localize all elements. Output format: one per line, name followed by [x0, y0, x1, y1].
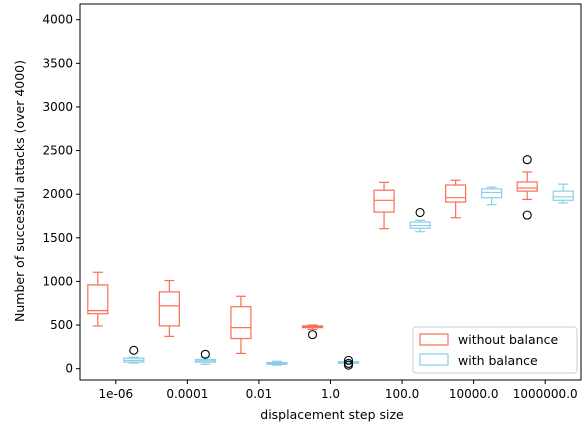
outlier-with-balance: [415, 207, 425, 218]
box-without-balance: [230, 306, 252, 340]
x-tick-label: 1e-06: [98, 387, 133, 401]
x-tick-label: 0.0001: [166, 387, 208, 401]
box-with-balance: [552, 190, 574, 201]
plot-area: 0 500 1000 1500 2000 2500 3000 3500 4000 1e-06 0.0…: [42, 3, 582, 401]
outlier-with-balance: [129, 345, 139, 355]
outlier-without-balance: [307, 330, 318, 340]
y-tick-label: 0: [65, 362, 73, 376]
legend: without balance with balance: [412, 326, 578, 374]
box-without-balance: [516, 181, 538, 192]
y-tick-label: 1500: [42, 231, 73, 245]
y-tick-label: 2500: [42, 144, 73, 158]
y-tick-label: 3000: [42, 100, 73, 114]
legend-swatch-without-balance: [419, 333, 449, 346]
y-axis-label: Number of successful attacks (over 4000): [12, 60, 27, 322]
outlier-without-balance: [522, 210, 532, 220]
outlier-without-balance: [522, 155, 532, 165]
box-with-balance: [481, 188, 503, 199]
y-tick-label: 4000: [42, 13, 73, 27]
outlier-with-balance: [200, 349, 210, 359]
legend-label-without-balance: without balance: [458, 332, 558, 347]
box-without-balance: [87, 284, 109, 315]
axes-frame: [79, 3, 582, 381]
legend-frame: [412, 326, 578, 374]
outlier-with-balance: [343, 358, 354, 368]
x-tick-label: 0.01: [246, 387, 273, 401]
y-tick-label: 1000: [42, 274, 73, 288]
legend-label-with-balance: with balance: [458, 353, 538, 368]
legend-swatch-with-balance: [419, 353, 449, 366]
box-without-balance: [445, 184, 467, 203]
y-tick-label: 3500: [42, 56, 73, 70]
outlier-with-balance: [343, 355, 354, 365]
x-tick-label: 10000.0: [449, 387, 499, 401]
box-without-balance: [373, 189, 395, 213]
x-tick-label: 100.0: [385, 387, 419, 401]
y-tick-label: 500: [50, 318, 73, 332]
box-without-balance: [158, 291, 180, 327]
x-tick-label: 1000000.0: [513, 387, 578, 401]
y-tick-label: 2000: [42, 187, 73, 201]
x-tick-label: 1.0: [321, 387, 340, 401]
x-axis-label: displacement step size: [260, 407, 404, 422]
